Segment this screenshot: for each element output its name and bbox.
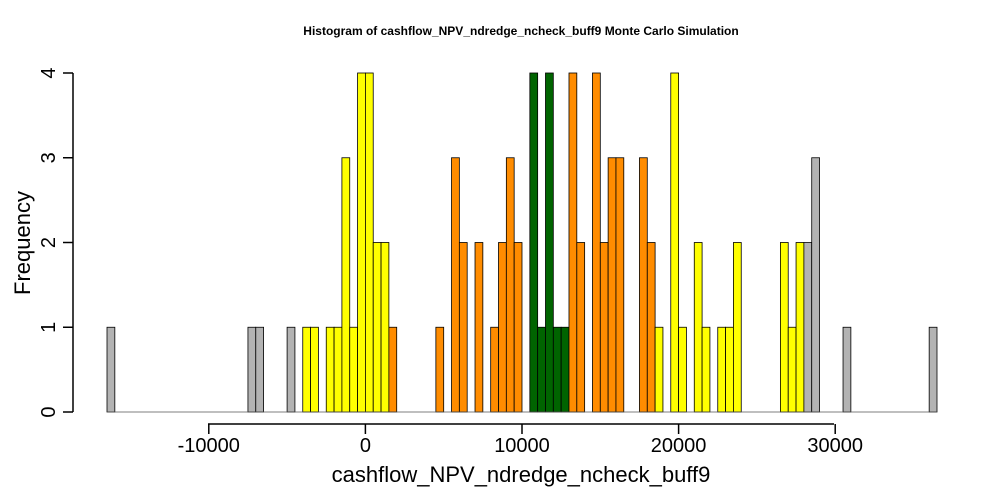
y-tick-label-4: 4 [38, 67, 60, 78]
histogram-bar-17 [458, 242, 468, 413]
histogram-bar-24 [537, 326, 546, 413]
histogram-bar-38 [678, 326, 687, 413]
histogram-bar-26 [552, 326, 562, 413]
histogram-bar-4 [302, 326, 311, 413]
histogram-bar-2 [255, 326, 265, 413]
histogram-bar-39 [693, 242, 703, 413]
x-tick-label-3: 20000 [651, 435, 707, 457]
histogram-bar-6 [325, 326, 335, 413]
histogram-bar-32 [607, 157, 617, 413]
histogram-bar-21 [505, 157, 515, 413]
histogram-bar-34 [639, 157, 648, 413]
x-axis-label: cashflow_NPV_ndredge_ncheck_buff9 [332, 462, 711, 487]
histogram-bar-31 [599, 242, 609, 413]
histogram-bar-11 [364, 72, 374, 413]
histogram-bar-19 [490, 326, 499, 413]
y-axis: 0 1 2 3 4 [38, 67, 74, 418]
histogram-bar-0 [106, 326, 116, 413]
histogram-bar-45 [787, 326, 797, 413]
histogram-bar-1 [247, 326, 257, 413]
histogram-bar-30 [592, 72, 601, 413]
histogram-bar-37 [670, 72, 680, 413]
histogram-bar-22 [513, 242, 523, 413]
histogram-bar-36 [654, 326, 664, 413]
histogram-bar-18 [474, 242, 484, 413]
histogram-bar-42 [725, 326, 734, 413]
histogram-bar-48 [811, 157, 820, 413]
x-tick-label-2: 10000 [494, 435, 550, 457]
histogram-bar-43 [733, 242, 742, 413]
histogram-bar-25 [545, 72, 554, 413]
histogram-bar-27 [560, 326, 570, 413]
chart-title: Histogram of cashflow_NPV_ndredge_ncheck… [303, 24, 738, 38]
histogram-bar-28 [568, 72, 578, 413]
histogram-bar-7 [333, 326, 343, 413]
histogram-bar-10 [357, 72, 366, 413]
histogram-bar-49 [842, 326, 852, 413]
x-tick-label-4: 30000 [807, 435, 863, 457]
histogram-bar-33 [615, 157, 625, 413]
histogram-bar-50 [928, 326, 938, 413]
bars-group [106, 72, 938, 413]
y-tick-label-3: 3 [38, 152, 60, 163]
histogram-bar-8 [341, 157, 351, 413]
histogram-bar-20 [498, 242, 507, 413]
histogram-bar-47 [803, 242, 813, 413]
x-tick-label-0: -10000 [178, 435, 240, 457]
histogram-bar-41 [717, 326, 726, 413]
histogram-bar-40 [701, 326, 711, 413]
histogram-bar-35 [646, 242, 656, 413]
histogram-bar-14 [388, 326, 398, 413]
y-axis-label: Frequency [10, 191, 35, 295]
histogram-bar-12 [372, 242, 382, 413]
y-tick-label-2: 2 [38, 237, 60, 248]
x-axis: -10000 0 10000 20000 30000 [178, 423, 863, 457]
histogram-bar-3 [286, 326, 296, 413]
histogram-bar-16 [451, 157, 460, 413]
histogram-bar-15 [435, 326, 445, 413]
histogram-bar-46 [795, 242, 805, 413]
histogram-bar-13 [380, 242, 390, 413]
y-tick-label-1: 1 [38, 322, 60, 333]
histogram-bar-23 [529, 72, 539, 413]
histogram-bar-5 [310, 326, 319, 413]
histogram-bar-9 [349, 326, 358, 413]
histogram-bar-44 [779, 242, 789, 413]
x-tick-label-1: 0 [360, 435, 371, 457]
histogram-bar-29 [576, 242, 586, 413]
y-tick-label-0: 0 [38, 406, 60, 417]
